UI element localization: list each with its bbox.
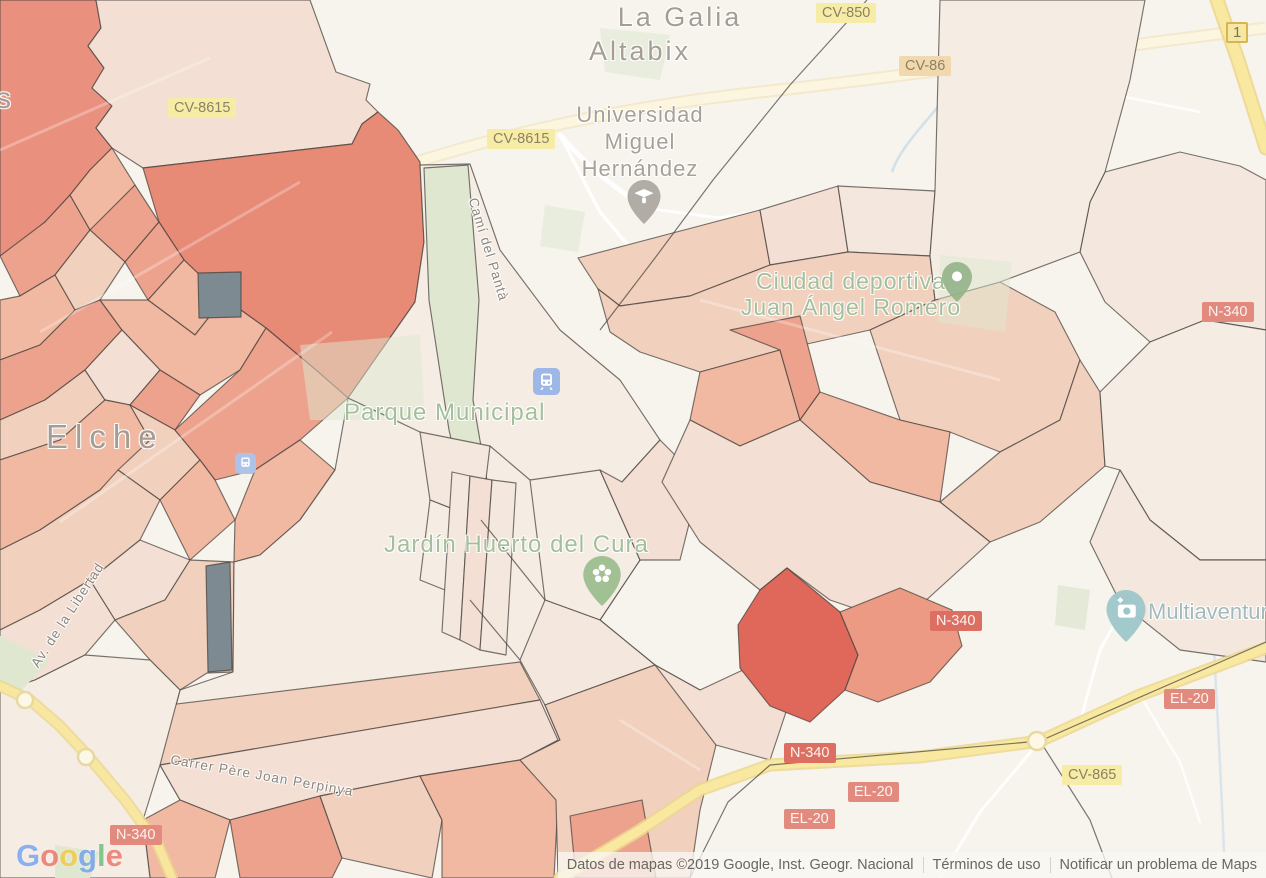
road-badge-n340-b: N-340 xyxy=(1202,302,1254,322)
parks-layer xyxy=(0,28,1090,878)
report-problem-link[interactable]: Notificar un problema de Maps xyxy=(1049,857,1266,873)
google-logo-letter: e xyxy=(105,838,123,873)
photo-spot-pin-icon[interactable] xyxy=(1106,590,1146,647)
roundabouts-layer xyxy=(15,690,1048,767)
google-logo-letter: g xyxy=(78,838,97,873)
road-badge-el20-b: EL-20 xyxy=(848,782,899,802)
boundary-lines-layer xyxy=(347,0,1266,878)
road-badge-cv850: CV-850 xyxy=(816,3,877,23)
street-texture-layer xyxy=(0,56,1001,772)
google-logo-letter: o xyxy=(59,838,78,873)
road-badge-n340-d: N-340 xyxy=(110,825,162,845)
google-logo-letter: o xyxy=(40,838,60,873)
road-badge-cv8615-a: CV-8615 xyxy=(168,98,237,118)
google-logo-letter: G xyxy=(16,838,41,873)
google-logo[interactable]: Google xyxy=(16,838,123,874)
map-data-attribution: Datos de mapas ©2019 Google, Inst. Geogr… xyxy=(566,857,914,873)
road-badge-cv865: CV-865 xyxy=(1062,765,1123,785)
google-logo-letter: l xyxy=(96,838,106,873)
road-badge-el20-a: EL-20 xyxy=(1164,689,1215,709)
road-badge-n340-c: N-340 xyxy=(784,743,836,763)
road-badge-el20-c: EL-20 xyxy=(784,809,835,829)
attribution-bar: Datos de mapas ©2019 Google, Inst. Geogr… xyxy=(557,852,1266,878)
university-pin-icon[interactable] xyxy=(627,180,661,229)
road-badge-cv86: CV-86 xyxy=(899,56,952,76)
terms-of-use-link[interactable]: Términos de uso xyxy=(922,857,1050,873)
road-badge-n340-a: N-340 xyxy=(930,611,982,631)
sports-park-pin-icon[interactable] xyxy=(942,262,972,307)
road-badge-cv8615-b: CV-8615 xyxy=(487,129,556,149)
train-station-icon-small[interactable] xyxy=(235,453,256,474)
road-badge-route1: 1 xyxy=(1226,22,1249,43)
garden-flower-pin-icon[interactable] xyxy=(583,556,621,611)
train-station-icon[interactable] xyxy=(533,368,560,395)
